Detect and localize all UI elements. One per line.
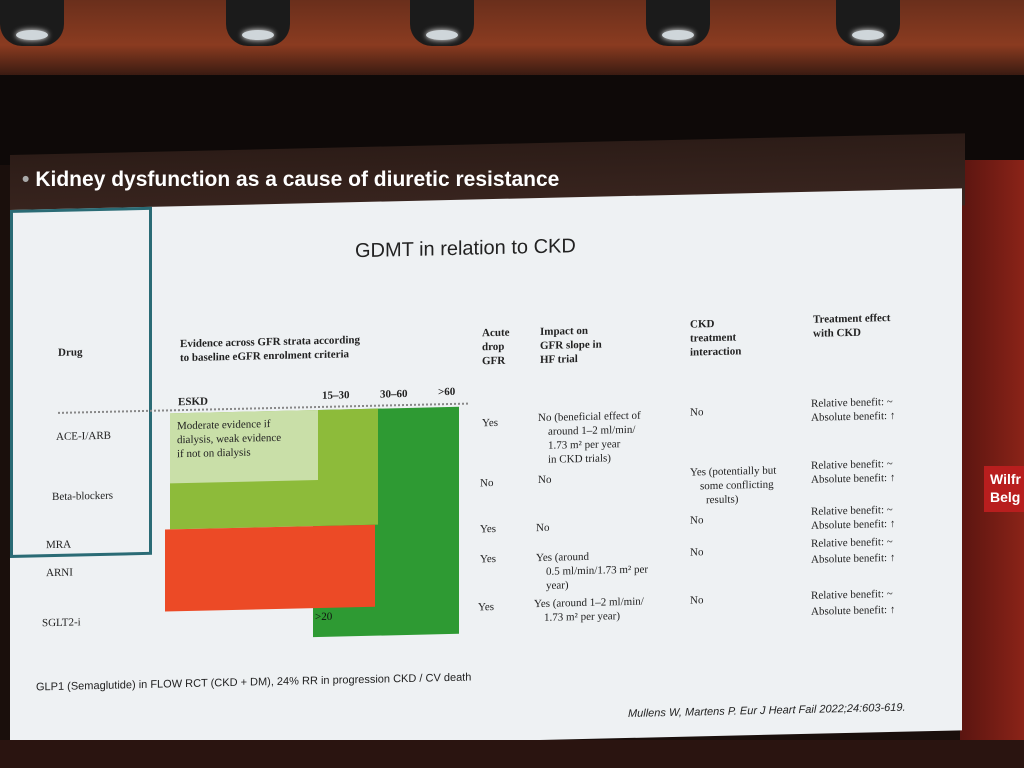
speaker-name-tag: Wilfr Belg (984, 466, 1024, 512)
acute-mra: Yes (480, 522, 497, 536)
treatment-effect-highlight-box (10, 206, 152, 558)
impact-ace-arb-2: around 1–2 ml/min/ (548, 423, 636, 438)
stratum-gt60: >60 (438, 385, 456, 399)
drug-sglt2i: SGLT2-i (42, 616, 81, 630)
stage-light (836, 0, 900, 46)
ckd-arni: No (690, 546, 704, 559)
effect-mra-rel: Relative benefit: ~ (811, 503, 893, 518)
effect-sglt2i-rel: Relative benefit: ~ (811, 587, 893, 602)
header-impact-2: GFR slope in (540, 338, 602, 352)
effect-arni-rel: Relative benefit: ~ (811, 535, 893, 550)
stage-light (226, 0, 290, 46)
speaker-name-line1: Wilfr (990, 471, 1021, 487)
header-evidence-2: to baseline eGFR enrolment criteria (180, 348, 350, 365)
header-ckd-1: CKD (690, 318, 715, 331)
acute-ace-arb: Yes (482, 416, 499, 430)
evidence-gt20-label: >20 (315, 610, 333, 624)
drug-beta-blockers: Beta-blockers (52, 489, 114, 504)
effect-arni-abs: Absolute benefit: ↑ (811, 551, 896, 566)
impact-beta-blockers: No (538, 473, 552, 487)
stage-curtain (960, 160, 1024, 768)
stage-light (646, 0, 710, 46)
ceiling (0, 0, 1024, 75)
ckd-beta-blockers-2: some conflicting (700, 478, 774, 493)
slide-title: GDMT in relation to CKD (355, 235, 576, 263)
stratum-15-30: 15–30 (322, 389, 350, 402)
header-ckd-2: treatment (690, 331, 737, 345)
heading-bullet: • (22, 168, 30, 191)
stage-light (0, 0, 64, 46)
evidence-red (165, 524, 375, 612)
drug-ace-arb: ACE-I/ARB (56, 429, 111, 443)
impact-arni-2: 0.5 ml/min/1.73 m² per (546, 563, 648, 578)
acute-beta-blockers: No (480, 477, 494, 490)
citation: Mullens W, Martens P. Eur J Heart Fail 2… (628, 701, 906, 720)
effect-mra-abs: Absolute benefit: ↑ (811, 517, 896, 532)
speaker-name-line2: Belg (990, 489, 1021, 505)
impact-mra: No (536, 521, 550, 535)
foreground-stage (0, 740, 1024, 768)
header-impact-1: Impact on (540, 324, 588, 338)
header-effect-2: with CKD (813, 326, 861, 340)
header-effect-1: Treatment effect (813, 312, 891, 326)
ckd-beta-blockers-1: Yes (potentially but (690, 464, 777, 479)
impact-ace-arb-3: 1.73 m² per year (548, 438, 621, 452)
impact-sglt2i-1: Yes (around 1–2 ml/min/ (534, 595, 644, 611)
impact-arni-3: year) (546, 579, 569, 592)
heading-text: Kidney dysfunction as a cause of diureti… (35, 168, 560, 191)
header-ckd-3: interaction (690, 345, 742, 359)
drug-mra: MRA (46, 538, 72, 552)
acute-arni: Yes (480, 552, 497, 566)
header-impact-3: HF trial (540, 353, 578, 366)
impact-ace-arb-4: in CKD trials) (548, 452, 611, 466)
slide: GDMT in relation to CKD Drug Evidence ac… (10, 188, 962, 752)
ckd-mra: No (690, 514, 704, 527)
stratum-eskd: ESKD (178, 395, 208, 409)
stratum-30-60: 30–60 (380, 387, 408, 401)
ckd-beta-blockers-3: results) (706, 493, 739, 507)
header-acute-1: Acute (482, 326, 510, 340)
footnote-glp1: GLP1 (Semaglutide) in FLOW RCT (CKD + DM… (36, 671, 472, 694)
ckd-sglt2i: No (690, 594, 704, 607)
impact-sglt2i-2: 1.73 m² per year) (544, 610, 620, 624)
effect-beta-blockers-rel: Relative benefit: ~ (811, 457, 893, 472)
impact-ace-arb-1: No (beneficial effect of (538, 409, 641, 425)
acute-sglt2i: Yes (478, 601, 495, 614)
ckd-ace-arb: No (690, 406, 704, 419)
evidence-note-1: Moderate evidence if (177, 418, 271, 433)
evidence-note-3: if not on dialysis (177, 446, 251, 461)
effect-ace-arb-rel: Relative benefit: ~ (811, 395, 893, 410)
slide-heading: • Kidney dysfunction as a cause of diuret… (22, 168, 559, 192)
effect-ace-arb-abs: Absolute benefit: ↑ (811, 409, 896, 424)
header-drug: Drug (58, 346, 83, 359)
effect-sglt2i-abs: Absolute benefit: ↑ (811, 603, 896, 618)
evidence-note-2: dialysis, weak evidence (177, 431, 282, 447)
drug-arni: ARNI (46, 566, 73, 580)
impact-arni-1: Yes (around (536, 550, 589, 565)
stage-light (410, 0, 474, 46)
effect-beta-blockers-abs: Absolute benefit: ↑ (811, 471, 896, 486)
header-acute-3: GFR (482, 354, 506, 368)
header-acute-2: drop (482, 340, 505, 354)
